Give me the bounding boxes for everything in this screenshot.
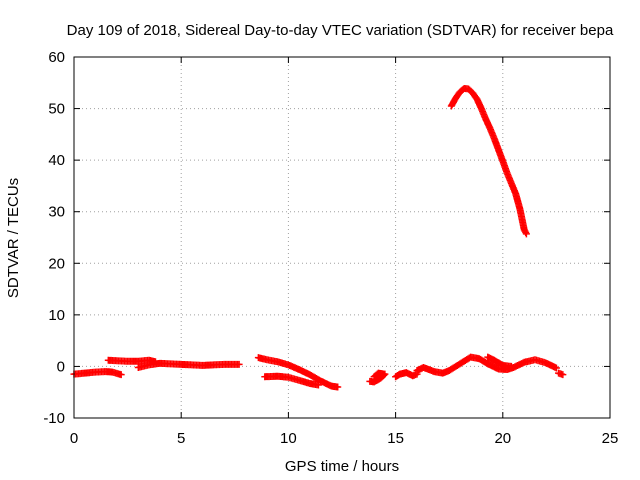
tick-labels: 0 5 10 15 20 25 -10 0 10 20 30 40 50 60 [43,49,618,447]
tick-marks [73,56,611,419]
y-tick-label: 0 [57,358,65,375]
x-tick-label: 15 [387,430,404,447]
data-point [371,372,379,380]
data-point [314,381,322,389]
data-point [117,371,125,379]
x-tick-label: 25 [602,430,619,447]
x-tick-label: 10 [280,430,297,447]
data-point [507,362,515,370]
x-axis-label: GPS time / hours [285,458,399,475]
data-point [559,371,567,379]
y-tick-label: 40 [48,152,65,169]
grid-lines [74,57,610,418]
data-point [334,383,342,391]
data-point [370,373,378,381]
data-points [70,84,567,391]
y-tick-label: 50 [48,101,65,118]
plot-frame [73,56,611,419]
y-tick-label: 10 [48,307,65,324]
data-point [552,364,560,372]
data-point [235,360,243,368]
y-axis-label: SDTVAR / TECUs [5,178,22,298]
y-tick-label: -10 [43,410,65,427]
x-tick-label: 20 [494,430,511,447]
y-tick-label: 20 [48,255,65,272]
y-tick-label: 30 [48,204,65,221]
x-tick-label: 0 [70,430,78,447]
x-tick-label: 5 [177,430,185,447]
data-point [522,230,530,238]
chart-title: Day 109 of 2018, Sidereal Day-to-day VTE… [67,22,614,39]
y-tick-label: 60 [48,49,65,66]
